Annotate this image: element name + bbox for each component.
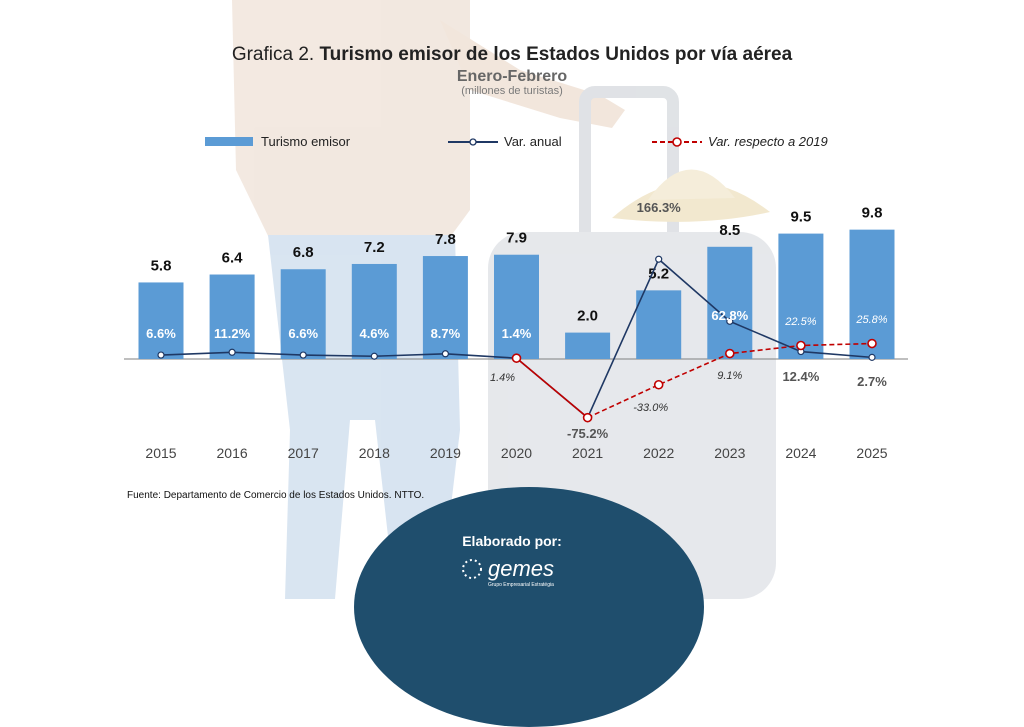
footer-banner	[354, 487, 704, 727]
footer-label: Elaborado por:	[462, 533, 562, 549]
bar-2020	[494, 254, 539, 359]
bar-label-2019: 7.8	[435, 231, 456, 248]
x-tick-2017: 2017	[288, 445, 319, 461]
point-var-anual-2022	[655, 255, 663, 263]
x-tick-2022: 2022	[643, 445, 674, 461]
logo-wordmark: gemes	[488, 556, 554, 581]
label-var-2019-2022: -33.0%	[633, 402, 668, 414]
label-var-2019-2023: 9.1%	[717, 370, 742, 382]
logo-dots-icon	[462, 559, 482, 579]
point-var-2019-2022	[653, 379, 664, 390]
bar-label-2025: 9.8	[862, 205, 883, 222]
label-var-anual-2023: 62.8%	[711, 308, 748, 323]
x-tick-2025: 2025	[856, 445, 887, 461]
line-var-2019-solid	[515, 357, 589, 419]
label-var-anual-2016: 11.2%	[214, 326, 251, 341]
bar-label-2020: 7.9	[506, 230, 527, 247]
label-var-anual-2018: 4.6%	[359, 326, 389, 341]
legend-marker-vs2019	[672, 137, 682, 147]
point-var-anual-2025	[868, 353, 876, 361]
chart-title-prefix: Grafica 2.	[231, 44, 315, 65]
x-tick-2023: 2023	[714, 445, 745, 461]
label-var-anual-2025: 2.7%	[857, 374, 887, 389]
point-var-anual-2016	[228, 348, 236, 356]
point-var-2019-2021	[582, 412, 593, 423]
bar-2017	[280, 269, 326, 359]
x-tick-2020: 2020	[501, 445, 532, 461]
point-var-2019-2023	[724, 348, 735, 359]
legend-label-turismo-emisor: Turismo emisor	[261, 134, 351, 149]
chart-canvas: Turismo emisor Var. anual Var. respecto …	[124, 134, 908, 461]
bar-label-2024: 9.5	[790, 209, 811, 226]
label-var-2019-2025: 25.8%	[855, 314, 887, 326]
label-var-2019-2020: 1.4%	[490, 372, 515, 384]
hat-brim-shape	[612, 182, 770, 222]
legend-label-var-anual: Var. anual	[504, 134, 562, 149]
chart-subtitle: Enero-Febrero	[456, 68, 568, 85]
label-var-anual-2024: 12.4%	[782, 369, 819, 384]
label-var-anual-2015: 6.6%	[146, 326, 176, 341]
bar-2019	[422, 256, 468, 359]
bar-2024	[778, 233, 824, 359]
label-var-2019-2024: 22.5%	[784, 316, 816, 328]
person-arm-shape	[440, 20, 625, 128]
bar-2025	[849, 229, 895, 359]
person-shirt-shape	[232, 0, 470, 240]
chart-title: Grafica 2. Turismo emisor de los Estados…	[0, 44, 1024, 66]
bar-2021	[565, 332, 611, 359]
label-var-anual-2019: 8.7%	[431, 326, 461, 341]
bar-label-2015: 5.8	[151, 257, 172, 274]
chart-legend: Turismo emisor Var. anual Var. respecto …	[205, 134, 828, 149]
bar-2016	[209, 274, 255, 359]
chart-header: Grafica 2. Turismo emisor de los Estados…	[0, 44, 1024, 97]
x-tick-2018: 2018	[359, 445, 390, 461]
point-var-anual-2017	[299, 351, 307, 359]
point-var-2019-2020	[511, 353, 522, 363]
label-var-anual-2020: 1.4%	[502, 326, 532, 341]
bar-2015	[138, 282, 184, 359]
bar-label-2017: 6.8	[293, 244, 314, 261]
point-var-anual-2018	[370, 352, 378, 360]
gemes-logo: gemes Grupo Empresarial Estratégia	[462, 556, 554, 588]
bar-label-2021: 2.0	[577, 308, 598, 325]
bar-label-2018: 7.2	[364, 239, 385, 256]
point-var-2019-2024	[796, 340, 806, 351]
label-var-anual-2021: -75.2%	[567, 426, 609, 441]
legend-marker-annual	[469, 138, 477, 146]
x-tick-2015: 2015	[145, 445, 176, 461]
point-var-anual-2015	[157, 351, 165, 359]
bar-label-2023: 8.5	[719, 222, 740, 239]
bar-label-2016: 6.4	[222, 250, 244, 267]
legend-swatch-bar	[205, 137, 253, 146]
point-var-anual-2019	[441, 350, 449, 358]
hat-crown-shape	[648, 169, 735, 200]
bar-2018	[351, 263, 397, 359]
bar-2022	[636, 290, 682, 359]
point-var-anual-2023	[726, 317, 734, 325]
label-var-anual-2017: 6.6%	[288, 326, 318, 341]
x-tick-2021: 2021	[572, 445, 603, 461]
chart-unit: (millones de turistas)	[461, 85, 563, 97]
bar-2023	[707, 246, 753, 359]
legend-label-var-2019: Var. respecto a 2019	[708, 134, 828, 149]
x-tick-2019: 2019	[430, 445, 461, 461]
x-tick-2016: 2016	[217, 445, 248, 461]
label-var-anual-2022: 166.3%	[637, 200, 682, 215]
x-tick-2024: 2024	[785, 445, 816, 461]
logo-tagline: Grupo Empresarial Estratégia	[488, 582, 554, 588]
point-var-2019-2025	[867, 338, 877, 349]
source-note: Fuente: Departamento de Comercio de los …	[127, 490, 425, 501]
chart-title-main: Turismo emisor de los Estados Unidos por…	[319, 44, 793, 65]
